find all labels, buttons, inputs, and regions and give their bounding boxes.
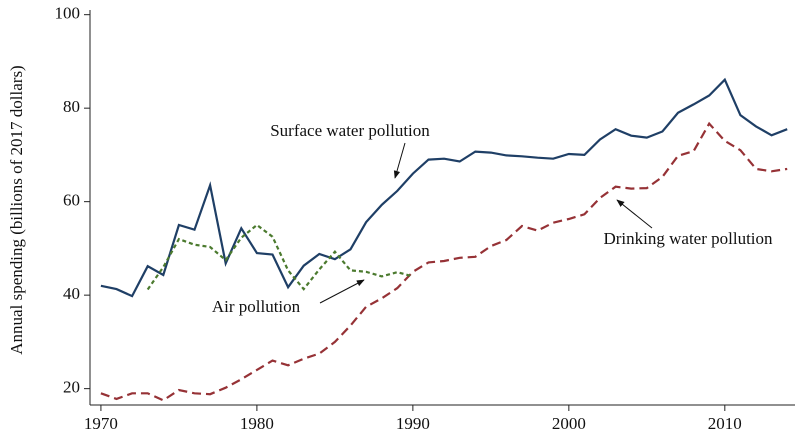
x-tick-label: 1970 (84, 414, 118, 433)
x-tick-label: 2010 (708, 414, 742, 433)
series-label: Air pollution (212, 297, 301, 316)
y-tick-label: 80 (63, 97, 80, 116)
series-line (146, 223, 414, 291)
annotation-arrow (393, 142, 406, 179)
series-label: Drinking water pollution (603, 229, 773, 248)
y-tick-label: 100 (55, 4, 81, 23)
y-tick-label: 40 (63, 284, 80, 303)
series-label: Surface water pollution (270, 121, 430, 140)
x-tick-label: 2000 (552, 414, 586, 433)
y-axis-label: Annual spending (billions of 2017 dollar… (7, 65, 26, 354)
y-tick-label: 60 (63, 191, 80, 210)
series-line (100, 77, 788, 298)
plot-area: 20 40 60 80 100 1970 1980 1990 2000 2010 Surface w… (55, 4, 795, 433)
x-tick-label: 1980 (240, 414, 274, 433)
x-tick-label: 1990 (396, 414, 430, 433)
y-tick-label: 20 (63, 378, 80, 397)
series-line (100, 121, 788, 402)
annotation-arrow (319, 279, 365, 304)
annotation-arrow (616, 199, 653, 229)
